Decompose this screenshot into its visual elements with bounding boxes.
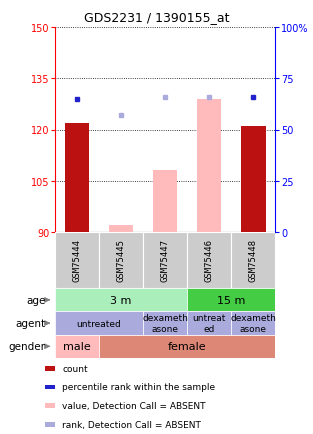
Bar (241, 127, 265, 232)
Text: untreat
ed: untreat ed (192, 314, 226, 333)
Bar (187, 312, 231, 335)
Text: GSM75448: GSM75448 (249, 239, 258, 282)
Text: GSM75447: GSM75447 (161, 239, 170, 282)
Text: GDS2231 / 1390155_at: GDS2231 / 1390155_at (84, 11, 229, 24)
Bar (45, 422, 55, 427)
Text: dexameth
asone: dexameth asone (230, 314, 276, 333)
Text: rank, Detection Call = ABSENT: rank, Detection Call = ABSENT (62, 420, 201, 429)
Text: percentile rank within the sample: percentile rank within the sample (62, 383, 216, 391)
Bar (143, 312, 187, 335)
Bar (187, 289, 275, 312)
Text: GSM75444: GSM75444 (72, 239, 81, 282)
Text: male: male (63, 342, 91, 352)
Bar (65, 123, 89, 232)
Bar (55, 289, 187, 312)
Bar (55, 232, 99, 289)
Text: GSM75445: GSM75445 (116, 239, 126, 282)
Bar (45, 403, 55, 408)
Text: value, Detection Call = ABSENT: value, Detection Call = ABSENT (62, 401, 206, 410)
Bar (45, 366, 55, 371)
Text: dexameth
asone: dexameth asone (142, 314, 188, 333)
Text: female: female (168, 342, 207, 352)
Bar (45, 385, 55, 389)
Bar (231, 312, 275, 335)
Bar (109, 225, 133, 232)
Bar (153, 171, 177, 232)
Bar (99, 232, 143, 289)
Bar (99, 335, 275, 358)
Bar (197, 99, 221, 232)
Text: 3 m: 3 m (110, 295, 132, 305)
Text: 15 m: 15 m (217, 295, 245, 305)
Bar (55, 312, 143, 335)
Bar (231, 232, 275, 289)
Text: agent: agent (15, 319, 45, 328)
Text: age: age (26, 295, 45, 305)
Text: gender: gender (8, 342, 45, 352)
Bar (187, 232, 231, 289)
Bar (143, 232, 187, 289)
Text: untreated: untreated (77, 319, 121, 328)
Text: GSM75446: GSM75446 (205, 239, 214, 282)
Bar (55, 335, 99, 358)
Text: count: count (62, 364, 88, 373)
